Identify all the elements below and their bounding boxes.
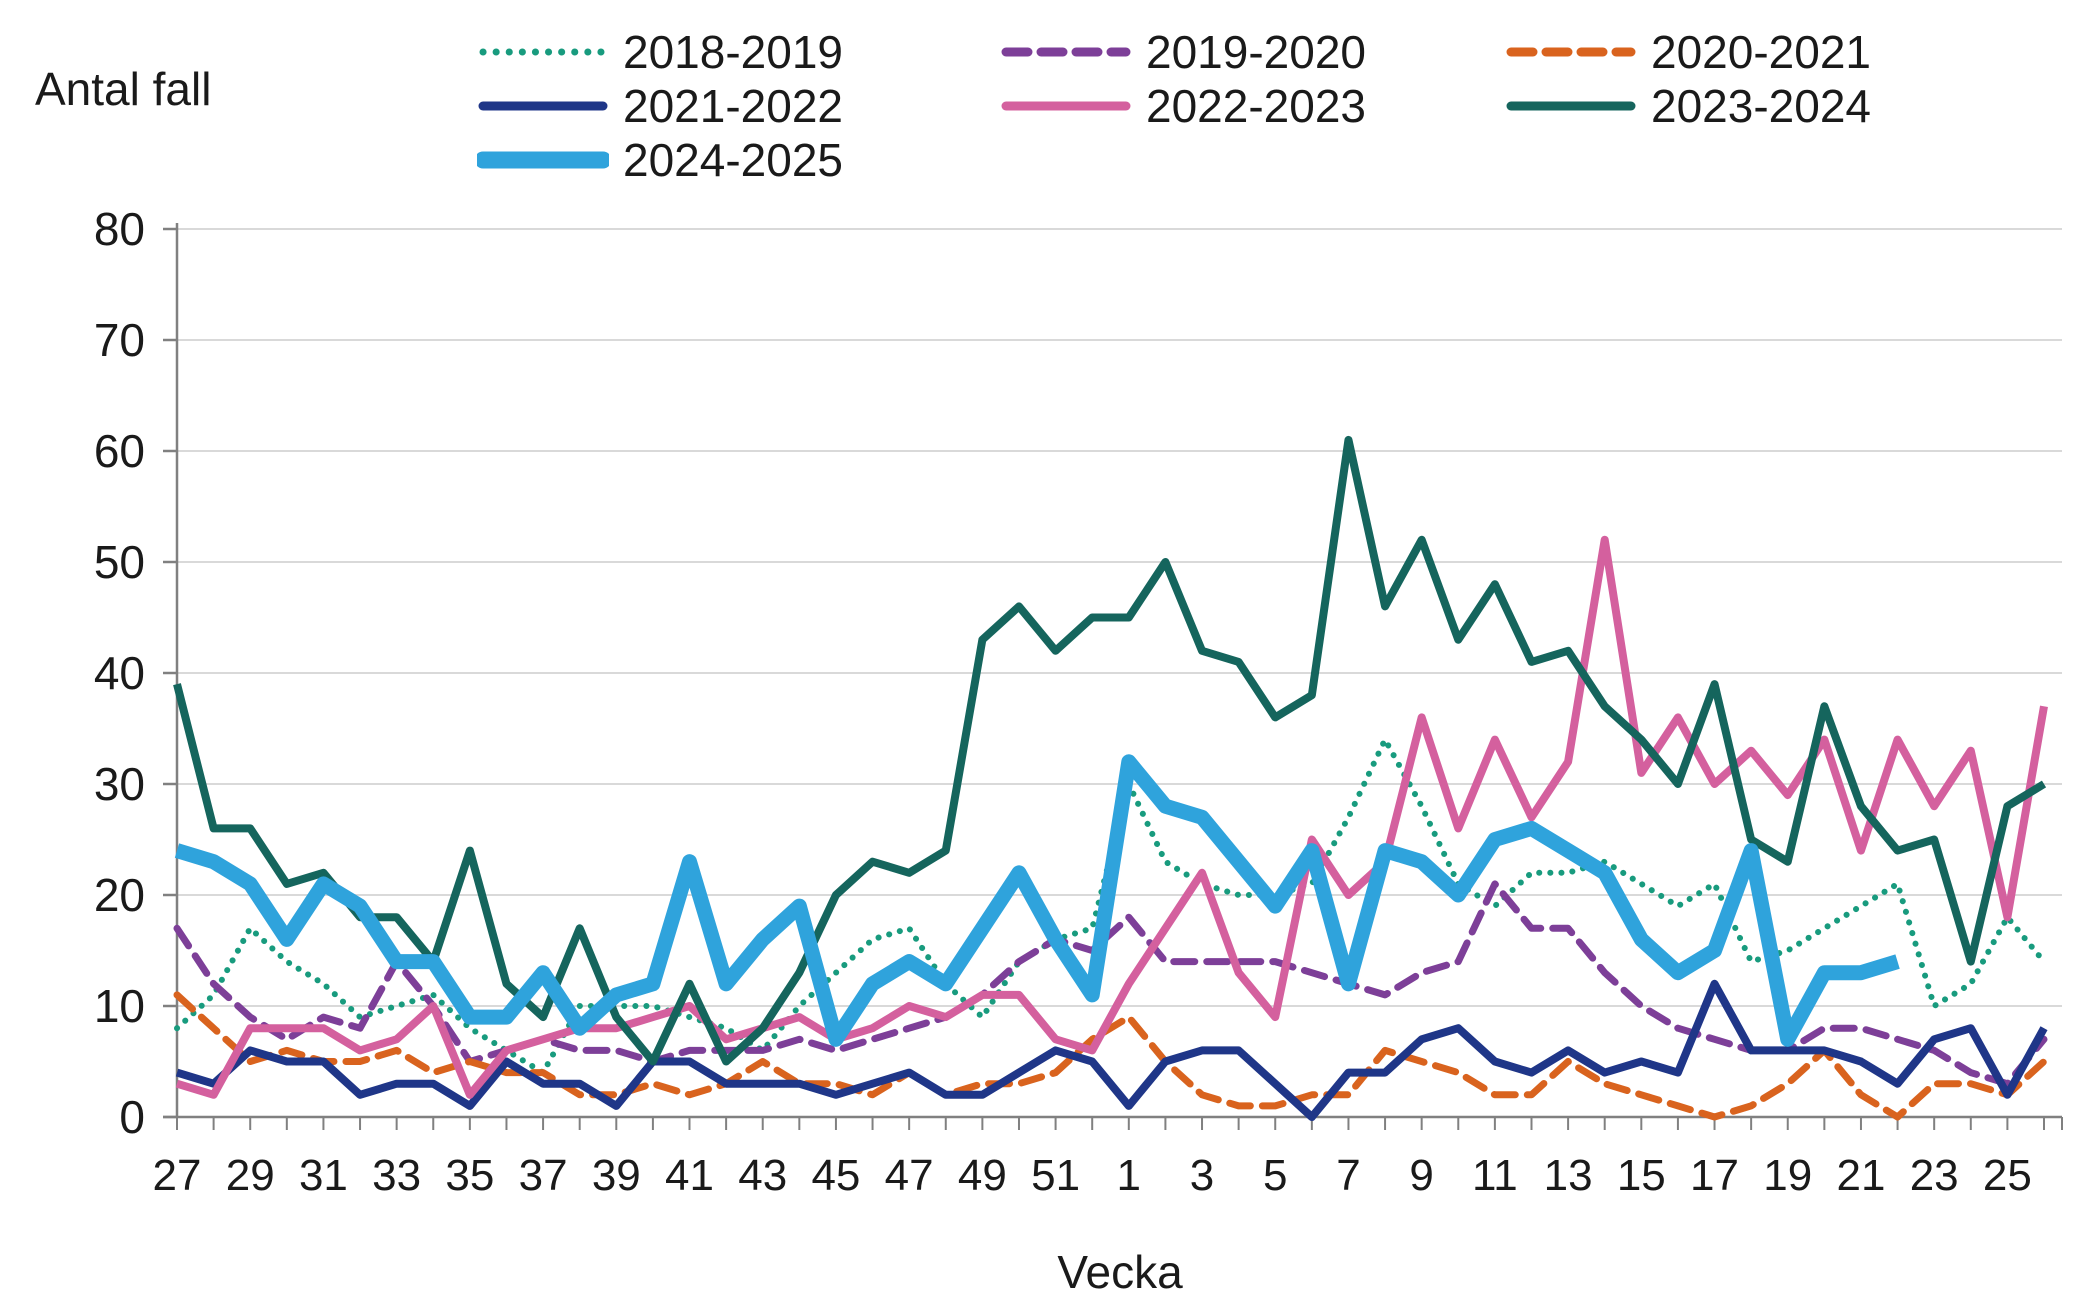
x-tick-label-41: 41	[665, 1151, 714, 1200]
legend-swatch-solid-line-icon	[1506, 101, 1636, 111]
x-tick-label-13: 13	[1544, 1151, 1593, 1200]
y-tick-label-50: 50	[94, 536, 145, 588]
legend-swatch-dashed-line-icon	[1506, 47, 1636, 57]
x-tick-label-51: 51	[1031, 1151, 1080, 1200]
series-line-2021-2022	[175, 979, 2048, 1121]
x-tick-label-49: 49	[958, 1151, 1007, 1200]
y-tick-label-80: 80	[94, 203, 145, 255]
legend-item-2022-2023: 2022-2023	[1000, 80, 1366, 132]
x-tick-label-5: 5	[1263, 1151, 1287, 1200]
x-tick-label-19: 19	[1763, 1151, 1812, 1200]
legend-label: 2022-2023	[1146, 80, 1366, 132]
y-tick-label-40: 40	[94, 647, 145, 699]
x-tick-label-43: 43	[738, 1151, 787, 1200]
legend-label: 2020-2021	[1651, 26, 1871, 78]
x-tick-label-31: 31	[299, 1151, 348, 1200]
legend-item-2020-2021: 2020-2021	[1505, 26, 1871, 78]
legend-item-2024-2025: 2024-2025	[477, 134, 843, 186]
x-tick-label-17: 17	[1690, 1151, 1739, 1200]
x-tick-label-47: 47	[885, 1151, 934, 1200]
legend-label: 2021-2022	[623, 80, 843, 132]
x-tick-label-15: 15	[1617, 1151, 1666, 1200]
x-tick-label-33: 33	[372, 1151, 421, 1200]
y-tick-label-60: 60	[94, 425, 145, 477]
legend-label: 2024-2025	[623, 134, 843, 186]
legend-swatch-solid-line-icon	[477, 151, 609, 169]
legend-label: 2018-2019	[623, 26, 843, 78]
series-line-2019-2020	[173, 880, 2048, 1088]
legend-swatch-solid-line-icon	[478, 101, 608, 111]
x-tick-label-7: 7	[1336, 1151, 1360, 1200]
legend-label: 2019-2020	[1146, 26, 1366, 78]
x-tick-label-11: 11	[1472, 1151, 1518, 1200]
x-tick-label-29: 29	[226, 1151, 275, 1200]
y-tick-label-0: 0	[119, 1091, 145, 1143]
legend-label: 2023-2024	[1651, 80, 1871, 132]
y-tick-label-30: 30	[94, 758, 145, 810]
x-tick-label-25: 25	[1983, 1151, 2032, 1200]
legend-item-2019-2020: 2019-2020	[1000, 26, 1366, 78]
series-line-2024-2025	[174, 754, 1900, 1047]
x-tick-label-35: 35	[445, 1151, 494, 1200]
x-tick-label-37: 37	[519, 1151, 568, 1200]
series-line-2022-2023	[175, 535, 2048, 1099]
x-tick-label-1: 1	[1117, 1151, 1141, 1200]
x-tick-label-39: 39	[592, 1151, 641, 1200]
legend-item-2018-2019: 2018-2019	[477, 26, 843, 78]
y-tick-label-20: 20	[94, 869, 145, 921]
x-tick-label-3: 3	[1190, 1151, 1214, 1200]
x-tick-label-9: 9	[1409, 1151, 1433, 1200]
legend: 2018-2019 2019-2020 2020-2021 2021-2022 2022…	[0, 0, 2085, 200]
series-line-2023-2024	[173, 435, 2047, 1066]
legend-item-2021-2022: 2021-2022	[477, 80, 843, 132]
y-axis-title: Antal fall	[35, 63, 212, 115]
x-tick-label-21: 21	[1836, 1151, 1885, 1200]
x-tick-label-27: 27	[153, 1151, 202, 1200]
legend-swatch-solid-line-icon	[1001, 101, 1131, 111]
x-axis-title: Vecka	[1057, 1246, 1183, 1298]
legend-item-2023-2024: 2023-2024	[1505, 80, 1871, 132]
legend-swatch-dashed-line-icon	[1001, 47, 1131, 57]
x-tick-label-45: 45	[811, 1151, 860, 1200]
x-tick-label-23: 23	[1910, 1151, 1959, 1200]
y-tick-label-10: 10	[94, 980, 145, 1032]
y-tick-label-70: 70	[94, 314, 145, 366]
